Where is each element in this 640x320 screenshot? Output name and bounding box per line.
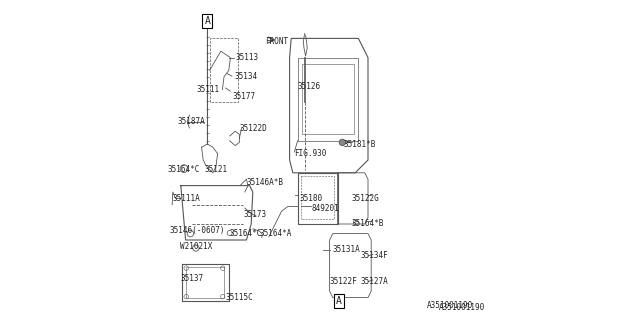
Text: 35122D: 35122D <box>239 124 267 132</box>
Text: FRONT: FRONT <box>266 37 289 46</box>
Text: 35122F: 35122F <box>330 277 357 286</box>
Text: 35121: 35121 <box>205 165 228 174</box>
Text: 35164*C: 35164*C <box>230 229 262 238</box>
Text: A: A <box>204 16 211 26</box>
Text: 35134: 35134 <box>234 72 257 81</box>
Text: 35115C: 35115C <box>226 293 253 302</box>
Circle shape <box>339 139 346 146</box>
Text: 35164*C: 35164*C <box>168 165 200 174</box>
Text: 35180: 35180 <box>300 194 323 203</box>
Text: 35134F: 35134F <box>361 252 388 260</box>
Text: A351001190: A351001190 <box>438 303 484 312</box>
Text: 35173: 35173 <box>244 210 267 219</box>
Text: 35122G: 35122G <box>352 194 380 203</box>
Text: 35137: 35137 <box>181 274 204 283</box>
Text: 35127A: 35127A <box>361 277 388 286</box>
Text: A351001190: A351001190 <box>428 301 474 310</box>
Text: FIG.930: FIG.930 <box>294 149 327 158</box>
Text: 35111: 35111 <box>197 85 220 94</box>
Text: 35113: 35113 <box>236 53 259 62</box>
Text: 35146(-0607): 35146(-0607) <box>170 226 225 235</box>
Text: 849201: 849201 <box>312 204 339 212</box>
Text: 35111A: 35111A <box>172 194 200 203</box>
Text: 35164*A: 35164*A <box>259 229 292 238</box>
Text: 35164*B: 35164*B <box>352 220 385 228</box>
Text: A: A <box>336 296 342 306</box>
Text: 35181*B: 35181*B <box>344 140 376 148</box>
Text: 35187A: 35187A <box>178 117 205 126</box>
Text: 35177: 35177 <box>233 92 256 100</box>
Text: 35126: 35126 <box>298 82 321 91</box>
Text: 35131A: 35131A <box>333 245 360 254</box>
Text: W21021X: W21021X <box>180 242 212 251</box>
Text: 35146A*B: 35146A*B <box>246 178 284 187</box>
